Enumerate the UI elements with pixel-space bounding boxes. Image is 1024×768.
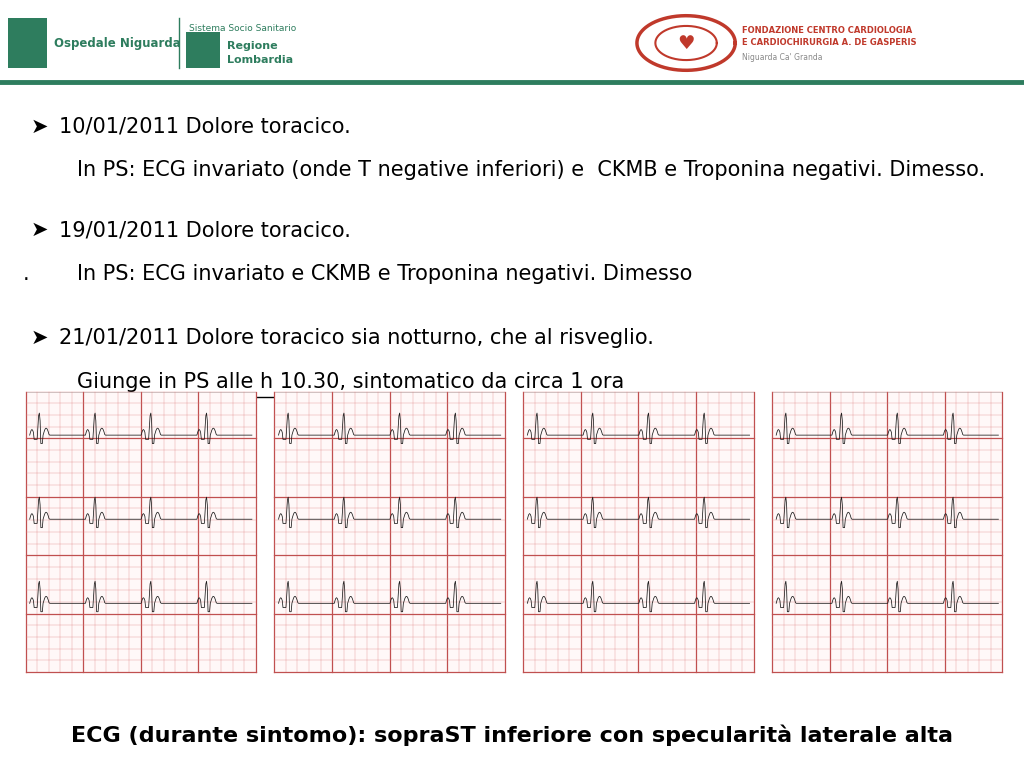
Bar (523, 392, 754, 672)
Text: Niguarda Ca' Granda: Niguarda Ca' Granda (742, 53, 823, 62)
Bar (274, 392, 505, 672)
Text: 21/01/2011 Dolore toracico sia notturno, che al risveglio.: 21/01/2011 Dolore toracico sia notturno,… (59, 328, 654, 348)
Text: 19/01/2011 Dolore toracico.: 19/01/2011 Dolore toracico. (59, 220, 351, 240)
Bar (772, 392, 1002, 672)
Text: Giunge in PS alle h 10.30, sintomatico da circa 1 ora: Giunge in PS alle h 10.30, sintomatico d… (77, 372, 624, 392)
Text: Regione: Regione (227, 41, 278, 51)
Text: In PS: ECG invariato (onde T negative inferiori) e  CKMB e Troponina negativi. D: In PS: ECG invariato (onde T negative in… (77, 161, 985, 180)
FancyBboxPatch shape (8, 18, 47, 68)
Text: FONDAZIONE CENTRO CARDIOLOGIA: FONDAZIONE CENTRO CARDIOLOGIA (742, 26, 912, 35)
Text: 10/01/2011 Dolore toracico.: 10/01/2011 Dolore toracico. (59, 117, 351, 137)
Text: Ospedale Niguarda: Ospedale Niguarda (54, 37, 181, 49)
Text: Lombardia: Lombardia (227, 55, 294, 65)
Text: .: . (23, 264, 29, 284)
Text: +: + (195, 41, 211, 59)
Text: Sistema Socio Sanitario: Sistema Socio Sanitario (189, 24, 297, 33)
Text: ♥: ♥ (677, 34, 695, 52)
Text: In PS: ECG invariato e CKMB e Troponina negativi. Dimesso: In PS: ECG invariato e CKMB e Troponina … (77, 264, 692, 284)
Text: ➤: ➤ (31, 328, 48, 348)
Text: ECG (durante sintomo): sopraST inferiore con specularità laterale alta: ECG (durante sintomo): sopraST inferiore… (71, 725, 953, 746)
Text: H: H (19, 34, 36, 52)
Bar (26, 392, 256, 672)
Text: E CARDIOCHIRURGIA A. DE GASPERIS: E CARDIOCHIRURGIA A. DE GASPERIS (742, 38, 916, 47)
Text: ➤: ➤ (31, 220, 48, 240)
Text: ➤: ➤ (31, 117, 48, 137)
FancyBboxPatch shape (186, 32, 220, 68)
